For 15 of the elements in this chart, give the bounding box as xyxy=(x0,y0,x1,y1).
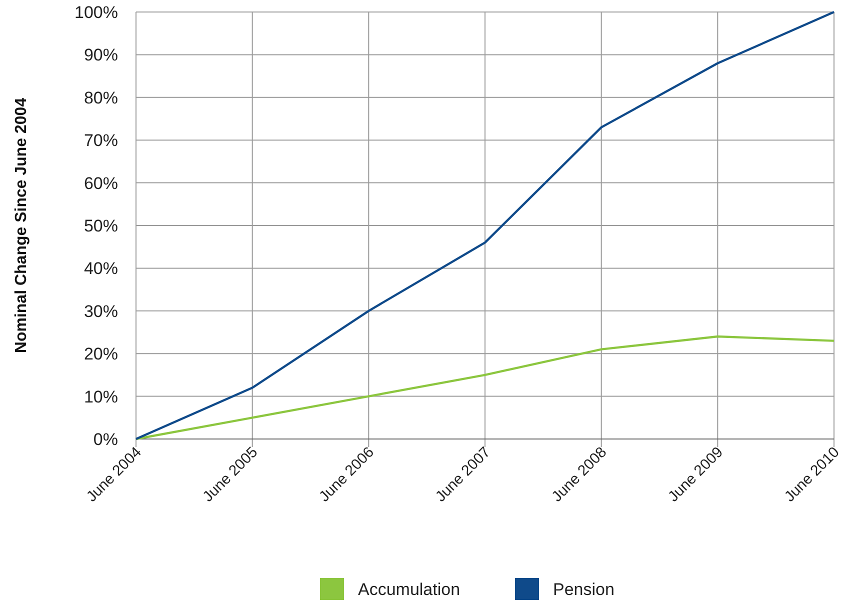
y-axis-title: Nominal Change Since June 2004 xyxy=(13,98,30,354)
legend-label: Pension xyxy=(553,580,614,599)
y-tick-label: 10% xyxy=(84,387,118,406)
legend-label: Accumulation xyxy=(358,580,460,599)
y-tick-label: 70% xyxy=(84,131,118,150)
y-tick-label: 50% xyxy=(84,216,118,236)
y-tick-label: 80% xyxy=(84,88,118,108)
line-series xyxy=(134,335,836,440)
y-tick-label: 90% xyxy=(84,46,118,65)
y-tick-label: 0% xyxy=(93,430,118,449)
y-tick-label: 30% xyxy=(84,302,118,321)
y-tick-label: 60% xyxy=(84,174,118,193)
y-tick-label: 20% xyxy=(84,344,118,364)
y-tick-label: 100% xyxy=(74,2,118,22)
y-tick-label: 40% xyxy=(84,259,118,278)
